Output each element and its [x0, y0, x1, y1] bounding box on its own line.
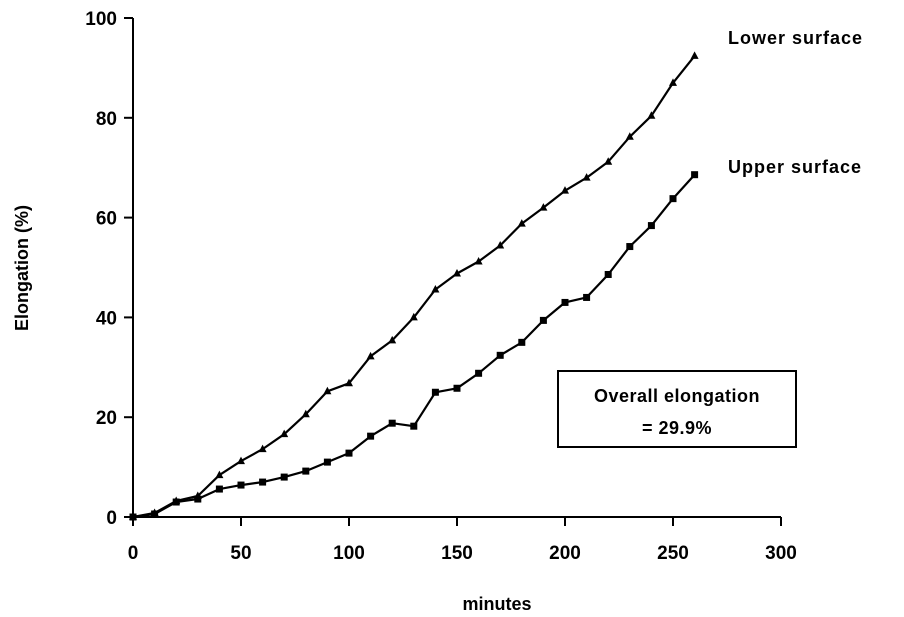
data-point-lower-surface: [517, 219, 526, 227]
data-point-upper-surface: [215, 485, 223, 493]
data-point-lower-surface: [323, 386, 332, 395]
y-tick-label: 40: [96, 308, 117, 329]
y-tick-label: 80: [96, 109, 117, 130]
series-upper-surface: [129, 171, 699, 521]
data-point-upper-surface: [561, 298, 569, 306]
series-lower-surface: [129, 51, 699, 520]
data-point-lower-surface: [604, 157, 613, 165]
data-point-upper-surface: [669, 195, 677, 203]
data-point-upper-surface: [151, 510, 159, 518]
x-tick-label: 50: [230, 543, 251, 564]
y-axis-title: Elongation (%): [12, 205, 32, 331]
data-point-upper-surface: [431, 388, 439, 396]
data-point-upper-surface: [496, 351, 504, 359]
data-point-upper-surface: [129, 513, 137, 521]
data-point-lower-surface: [409, 312, 418, 321]
data-point-upper-surface: [518, 338, 526, 346]
data-point-upper-surface: [323, 458, 331, 466]
data-point-lower-surface: [625, 132, 634, 140]
data-point-upper-surface: [410, 422, 418, 430]
data-point-lower-surface: [366, 351, 375, 360]
data-point-upper-surface: [172, 498, 180, 506]
y-tick-label: 20: [96, 408, 117, 429]
data-point-lower-surface: [453, 268, 461, 277]
data-point-lower-surface: [431, 284, 440, 293]
series-layer: [129, 51, 699, 521]
data-point-lower-surface: [215, 470, 224, 479]
data-point-lower-surface: [690, 51, 699, 59]
data-point-lower-surface: [496, 241, 505, 249]
data-point-upper-surface: [345, 449, 353, 457]
series-label-lower-surface: Lower surface: [728, 28, 863, 48]
x-tick-label: 200: [549, 543, 581, 564]
data-point-lower-surface: [474, 257, 483, 265]
data-point-upper-surface: [302, 467, 310, 475]
data-point-lower-surface: [561, 186, 569, 194]
data-point-upper-surface: [237, 481, 245, 489]
x-tick-label: 250: [657, 543, 689, 564]
y-tick-label: 60: [96, 209, 117, 230]
annotation-line-1: Overall elongation: [594, 386, 760, 406]
y-tick-label: 100: [85, 9, 117, 30]
data-point-lower-surface: [258, 444, 267, 453]
data-point-lower-surface: [280, 429, 289, 438]
data-point-lower-surface: [301, 409, 310, 418]
series-line-upper-surface: [132, 173, 696, 519]
annotation-line-2: = 29.9%: [642, 418, 712, 438]
annotation-box-border: [557, 370, 797, 448]
data-point-upper-surface: [194, 495, 202, 503]
data-point-upper-surface: [691, 171, 699, 179]
data-point-upper-surface: [583, 293, 591, 301]
data-point-upper-surface: [475, 369, 483, 377]
annotation-box: Overall elongation = 29.9%: [557, 370, 797, 448]
data-point-lower-surface: [582, 173, 591, 181]
x-tick-label: 300: [765, 543, 797, 564]
x-tick-label: 0: [128, 543, 139, 564]
x-axis-title: minutes: [462, 594, 531, 614]
data-point-lower-surface: [539, 203, 548, 211]
y-tick-label: 0: [106, 508, 117, 529]
data-point-lower-surface: [669, 78, 677, 86]
data-point-upper-surface: [626, 243, 634, 251]
ticks: [124, 17, 782, 526]
data-point-upper-surface: [539, 316, 547, 324]
data-point-lower-surface: [647, 111, 656, 119]
data-point-upper-surface: [453, 384, 461, 392]
data-point-lower-surface: [237, 456, 245, 465]
data-point-upper-surface: [367, 432, 375, 440]
data-point-lower-surface: [345, 378, 353, 387]
data-point-upper-surface: [280, 473, 288, 481]
x-tick-label: 100: [333, 543, 365, 564]
data-point-upper-surface: [388, 419, 396, 427]
data-point-upper-surface: [259, 478, 267, 486]
tick-labels: 0 20 40 60 80 100 0 50 100 150 200 250 300: [85, 9, 797, 564]
x-tick-label: 150: [441, 543, 473, 564]
series-label-upper-surface: Upper surface: [728, 157, 862, 177]
data-point-upper-surface: [647, 222, 655, 230]
data-point-upper-surface: [604, 270, 612, 278]
data-point-lower-surface: [388, 335, 397, 344]
